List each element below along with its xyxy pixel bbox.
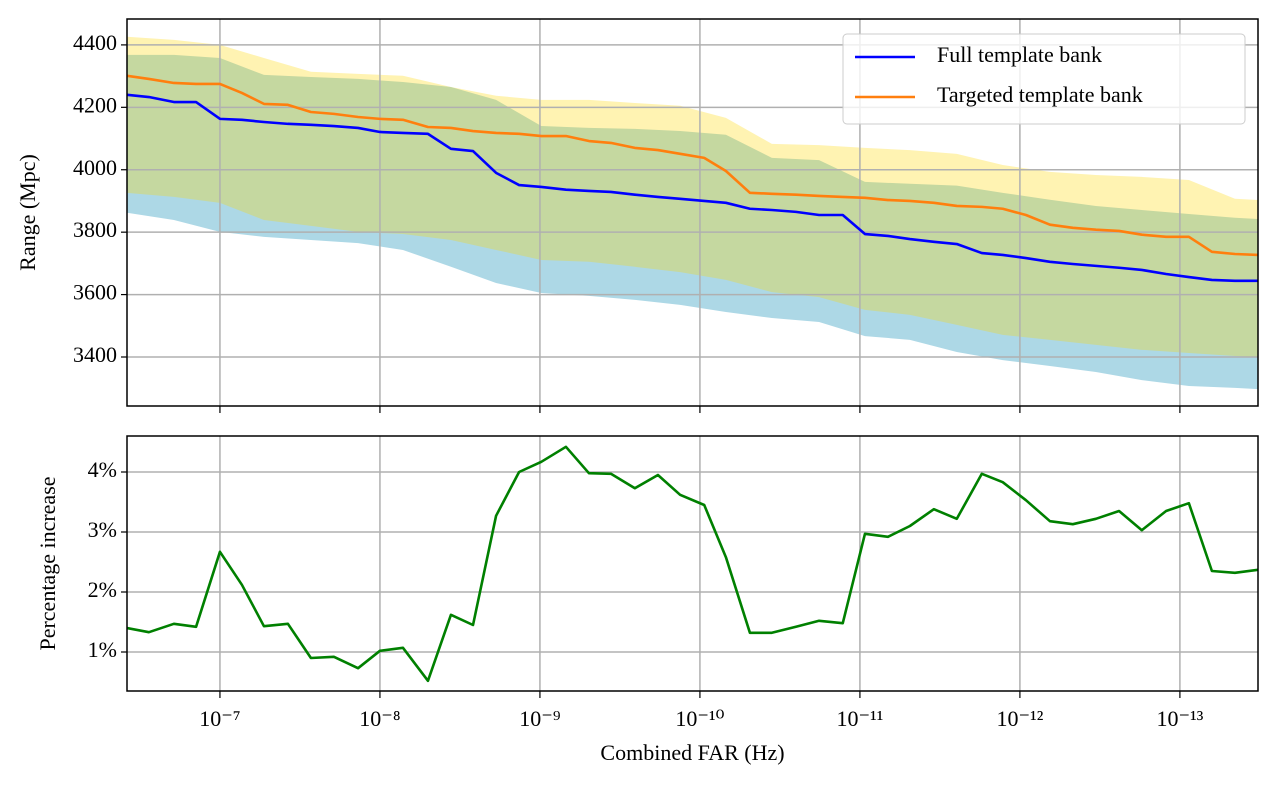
legend-label: Targeted template bank bbox=[937, 82, 1143, 107]
y-tick-label: 3% bbox=[88, 517, 117, 542]
confidence-band bbox=[127, 36, 1258, 357]
y-tick-label: 4200 bbox=[73, 92, 117, 117]
y-tick-label: 4000 bbox=[73, 155, 117, 180]
y-tick-label: 4% bbox=[88, 457, 117, 482]
y-axis-label: Range (Mpc) bbox=[15, 154, 40, 271]
y-tick-label: 3400 bbox=[73, 342, 117, 367]
confidence-band bbox=[127, 54, 1258, 390]
data-line bbox=[127, 74, 1258, 257]
x-tick-label: 10⁻¹¹ bbox=[837, 706, 884, 731]
y-tick-label: 3800 bbox=[73, 217, 117, 242]
data-line bbox=[127, 93, 1258, 283]
legend-label: Full template bank bbox=[937, 42, 1102, 67]
y-tick-label: 4400 bbox=[73, 30, 117, 55]
x-tick-label: 10⁻¹³ bbox=[1156, 706, 1203, 731]
x-tick-label: 10⁻⁷ bbox=[199, 706, 240, 731]
x-axis-label: Combined FAR (Hz) bbox=[600, 740, 784, 765]
axes-frame bbox=[126, 18, 1259, 407]
axes-frame bbox=[126, 435, 1259, 692]
x-tick-label: 10⁻⁹ bbox=[519, 706, 561, 731]
y-tick-label: 2% bbox=[88, 577, 117, 602]
y-tick-label: 3600 bbox=[73, 280, 117, 305]
legend-box bbox=[842, 33, 1246, 125]
legend: Full template bank Targeted template bank bbox=[842, 33, 1246, 125]
x-tick-label: 10⁻¹⁰ bbox=[675, 706, 724, 731]
y-axis-label: Percentage increase bbox=[35, 476, 60, 650]
x-tick-label: 10⁻¹² bbox=[997, 706, 1044, 731]
x-tick-label: 10⁻⁸ bbox=[359, 706, 400, 731]
y-tick-label: 1% bbox=[88, 637, 117, 662]
data-line bbox=[127, 445, 1258, 683]
